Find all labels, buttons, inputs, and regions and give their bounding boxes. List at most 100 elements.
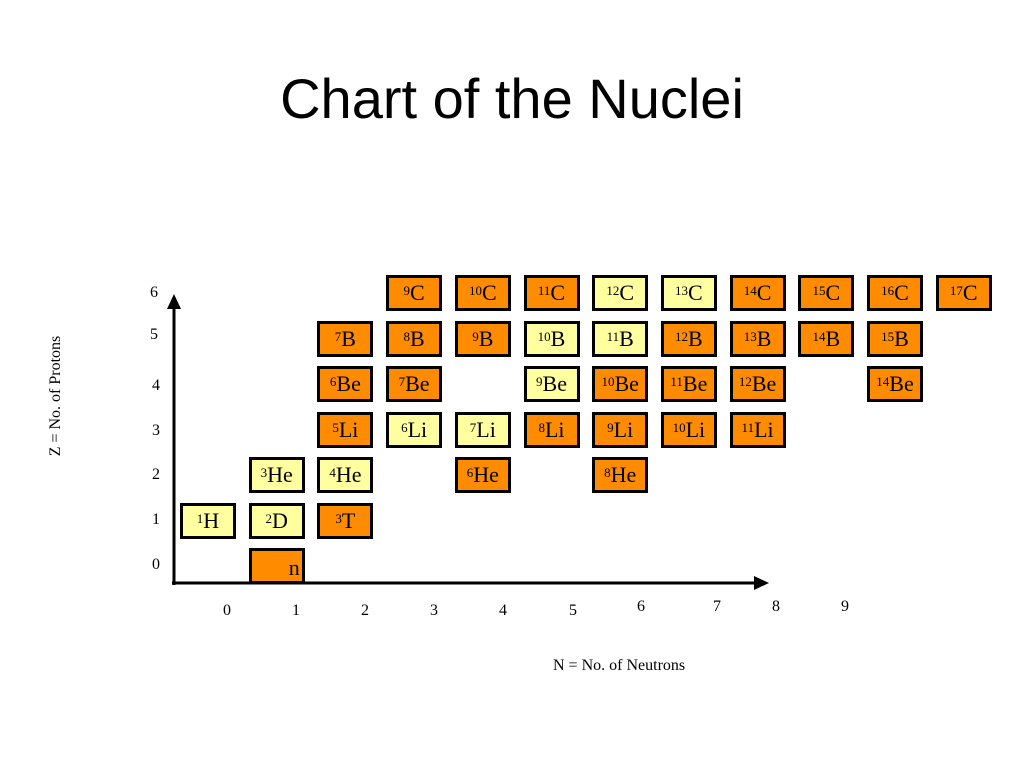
nuclide-be9: 9 Be [523, 366, 580, 402]
nuclide-he8: 8 He [592, 457, 649, 493]
nuclide-symbol: B [410, 325, 425, 351]
nuclide-b12: 12 B [660, 320, 717, 357]
x-tick-6: 6 [637, 598, 645, 615]
nuclide-be10: 10 Be [592, 366, 649, 402]
nuclide-li9: 9 Li [592, 411, 649, 448]
nuclide-symbol: Li [476, 416, 496, 442]
nuclide-symbol: Li [544, 416, 565, 442]
nuclide-symbol: B [478, 325, 494, 351]
x-tick-4: 4 [499, 602, 507, 619]
nuclide-symbol: C [894, 280, 909, 305]
nuclide-symbol: D [271, 507, 288, 533]
nuclide-c17: 17 C [935, 275, 992, 311]
nuclide-symbol: Li [338, 416, 359, 442]
nuclide-be14: 14 Be [867, 366, 923, 402]
nuclide-symbol: He [267, 462, 293, 487]
nuclide-symbol: Be [682, 371, 708, 396]
nuclide-symbol: B [825, 325, 841, 351]
nuclide-li10: 10 Li [660, 411, 717, 448]
nuclide-symbol: B [688, 325, 703, 351]
x-tick-7: 7 [713, 598, 721, 615]
nuclide-symbol: Li [754, 416, 774, 442]
nuclide-symbol: Be [889, 371, 914, 396]
nuclide-symbol: Be [405, 371, 430, 396]
nuclide-symbol: Be [614, 371, 639, 396]
page-title: Chart of the Nuclei [280, 67, 744, 130]
nuclide-li6: 6 Li [386, 411, 443, 448]
y-axis-arrowhead [167, 294, 181, 309]
nuclide-symbol: B [894, 325, 909, 351]
nuclide-symbol: C [619, 280, 635, 305]
nuclide-symbol: H [203, 507, 220, 533]
nuclide-be12: 12 Be [729, 366, 786, 402]
nuclide-symbol: He [335, 462, 362, 487]
nuclide-symbol: Be [336, 371, 361, 396]
x-tick-8: 8 [772, 598, 780, 615]
nuclide-c12: 12 C [592, 275, 649, 311]
x-tick-0: 0 [223, 602, 231, 619]
nuclide-symbol: C [481, 280, 497, 305]
y-tick-6: 6 [150, 284, 158, 301]
nuclide-li7: 7 Li [454, 411, 511, 448]
nuclide-b10: 10 B [523, 320, 580, 357]
y-tick-3: 3 [152, 422, 160, 439]
x-axis-label: N = No. of Neutrons [553, 657, 686, 674]
nuclide-b14: 14 B [798, 320, 855, 357]
nuclide-symbol: He [473, 462, 499, 487]
nuclide-symbol: Li [613, 416, 634, 442]
y-tick-0: 0 [152, 556, 160, 573]
nuclide-c16: 16 C [867, 275, 923, 311]
nuclide-symbol: Be [751, 371, 777, 396]
nuclide-symbol: Li [685, 416, 706, 442]
nuclide-symbol: Li [407, 416, 428, 442]
nuclide-c10: 10 C [454, 275, 511, 311]
x-tick-2: 2 [361, 602, 369, 619]
nuclide-b13: 13 B [729, 320, 786, 357]
nuclide-symbol: C [825, 280, 841, 305]
nuclide-symbol: B [341, 325, 356, 351]
nuclide-li11: 11 Li [729, 411, 786, 448]
y-tick-1: 1 [152, 511, 160, 528]
nuclide-n: n [248, 548, 305, 584]
nuclide-he3: 3 He [248, 457, 305, 493]
x-axis-arrowhead [754, 576, 769, 590]
nuclide-li8: 8 Li [523, 411, 580, 448]
nuclide-be7: 7 Be [386, 366, 443, 402]
nuclide-li5: 5 Li [317, 411, 374, 448]
nuclide-c11: 11 C [523, 275, 580, 311]
nuclide-symbol: B [550, 325, 566, 351]
x-tick-9: 9 [841, 598, 849, 615]
nuclide-b11: 11 B [592, 320, 649, 357]
y-tick-5: 5 [150, 326, 158, 343]
nuclide-symbol: C [410, 280, 425, 305]
nuclide-c15: 15 C [798, 275, 855, 311]
nuclide-symbol: Be [542, 371, 567, 396]
y-tick-2: 2 [152, 466, 160, 483]
nuclide-symbol: C [962, 280, 978, 305]
nuclide-symbol: T [341, 507, 356, 533]
nuclide-symbol: C [756, 280, 772, 305]
nuclide-he4: 4 He [317, 457, 374, 493]
nuclide-be11: 11 Be [660, 366, 717, 402]
nuclide-symbol: C [688, 280, 703, 305]
nuclide-symbol: B [756, 325, 772, 351]
x-tick-1: 1 [292, 602, 300, 619]
nuclide-symbol: n [288, 555, 300, 580]
nuclide-he6: 6 He [454, 457, 511, 493]
x-tick-5: 5 [569, 602, 577, 619]
nuclide-symbol: He [610, 462, 637, 487]
nuclide-be6: 6 Be [317, 366, 374, 402]
nuclide-c13: 13 C [660, 275, 717, 311]
y-tick-4: 4 [152, 377, 160, 394]
y-axis-label: Z = No. of Protons [47, 335, 64, 457]
nuclide-symbol: B [619, 325, 634, 351]
nuclide-b15: 15 B [867, 320, 923, 357]
nuclide-c14: 14 C [729, 275, 786, 311]
